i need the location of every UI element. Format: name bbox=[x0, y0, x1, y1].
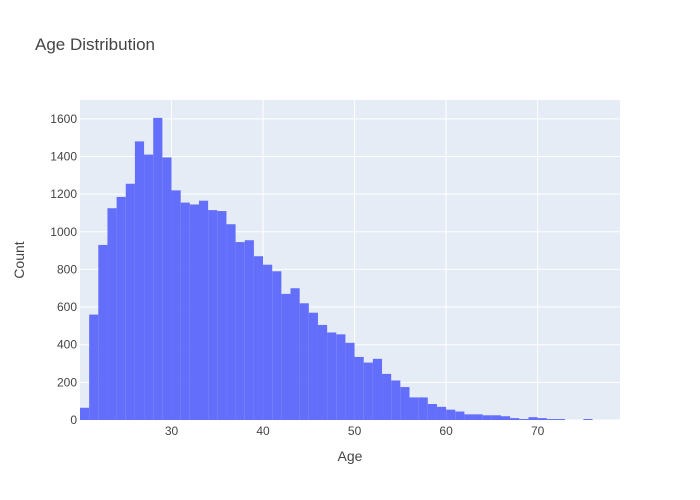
histogram-bar[interactable] bbox=[263, 264, 273, 420]
histogram-bar[interactable] bbox=[134, 141, 145, 421]
x-axis-title: Age bbox=[338, 448, 363, 464]
histogram-bar[interactable] bbox=[491, 415, 502, 420]
x-axis-ticks: 30 40 50 60 70 bbox=[165, 424, 545, 438]
histogram-bar[interactable] bbox=[299, 303, 309, 420]
y-tick-label: 1400 bbox=[50, 149, 77, 163]
histogram-bar[interactable] bbox=[528, 417, 538, 420]
histogram-bar[interactable] bbox=[409, 397, 419, 420]
histogram-bar[interactable] bbox=[162, 157, 172, 421]
y-tick-label: 400 bbox=[57, 338, 77, 352]
histogram-bar[interactable] bbox=[107, 208, 117, 420]
histogram-bar[interactable] bbox=[226, 224, 236, 420]
histogram-bar[interactable] bbox=[455, 411, 465, 420]
y-tick-label: 800 bbox=[57, 262, 77, 276]
histogram-bar[interactable] bbox=[427, 404, 437, 420]
y-axis-title: Count bbox=[11, 241, 27, 278]
histogram-bar[interactable] bbox=[208, 210, 218, 420]
histogram-bar[interactable] bbox=[235, 242, 245, 420]
histogram-bar[interactable] bbox=[510, 418, 520, 420]
histogram-bar[interactable] bbox=[153, 117, 163, 420]
histogram-bar[interactable] bbox=[125, 183, 135, 420]
histogram-bar[interactable] bbox=[482, 415, 492, 420]
histogram-bar[interactable] bbox=[546, 419, 556, 420]
histogram-bar[interactable] bbox=[281, 293, 291, 420]
x-tick-label: 50 bbox=[348, 424, 362, 438]
histogram-bar[interactable] bbox=[290, 288, 300, 420]
y-tick-label: 1000 bbox=[50, 225, 77, 239]
histogram-bar[interactable] bbox=[98, 244, 108, 420]
x-tick-label: 30 bbox=[165, 424, 179, 438]
histogram-bar[interactable] bbox=[244, 240, 254, 420]
histogram-bar[interactable] bbox=[519, 419, 529, 420]
histogram-bar[interactable] bbox=[382, 373, 392, 420]
y-tick-label: 0 bbox=[70, 413, 77, 427]
y-tick-label: 1600 bbox=[50, 112, 77, 126]
x-tick-label: 60 bbox=[439, 424, 453, 438]
histogram-bar[interactable] bbox=[446, 409, 456, 420]
histogram-bar[interactable] bbox=[272, 271, 282, 420]
histogram-bar[interactable] bbox=[400, 387, 410, 420]
histogram-bar[interactable] bbox=[345, 342, 355, 420]
x-tick-label: 70 bbox=[531, 424, 545, 438]
histogram-bar[interactable] bbox=[436, 406, 447, 420]
histogram-bar[interactable] bbox=[501, 416, 511, 420]
histogram-bar[interactable] bbox=[198, 200, 209, 420]
histogram-bar[interactable] bbox=[354, 356, 364, 420]
histogram-bar[interactable] bbox=[464, 414, 474, 420]
histogram-bar[interactable] bbox=[327, 332, 337, 420]
histogram-bar[interactable] bbox=[253, 256, 264, 420]
chart-title: Age Distribution bbox=[35, 35, 155, 54]
histogram-bar[interactable] bbox=[144, 154, 154, 420]
histogram-bar[interactable] bbox=[473, 414, 483, 420]
histogram-bar[interactable] bbox=[372, 358, 383, 420]
histogram-bar[interactable] bbox=[537, 418, 547, 420]
histogram-bar[interactable] bbox=[217, 211, 227, 420]
histogram-bar[interactable] bbox=[180, 202, 190, 420]
histogram-bar[interactable] bbox=[89, 314, 99, 420]
histogram-bar[interactable] bbox=[583, 419, 593, 420]
histogram-bar[interactable] bbox=[171, 190, 181, 420]
bars bbox=[80, 117, 593, 421]
histogram-bar[interactable] bbox=[80, 407, 90, 420]
y-tick-label: 1200 bbox=[50, 187, 77, 201]
histogram-bar[interactable] bbox=[189, 204, 199, 420]
histogram-bar[interactable] bbox=[555, 419, 566, 420]
histogram-bar[interactable] bbox=[391, 380, 401, 420]
histogram-bar[interactable] bbox=[418, 397, 428, 420]
histogram-bar[interactable] bbox=[308, 312, 318, 420]
y-tick-label: 200 bbox=[57, 375, 77, 389]
x-tick-label: 40 bbox=[256, 424, 270, 438]
histogram-bar[interactable] bbox=[363, 362, 373, 420]
y-axis-ticks: 0 200 400 600 800 1000 1200 1400 1600 bbox=[50, 112, 77, 427]
histogram-bar[interactable] bbox=[116, 196, 126, 420]
y-tick-label: 600 bbox=[57, 300, 77, 314]
histogram-bar[interactable] bbox=[336, 334, 346, 420]
histogram-bar[interactable] bbox=[317, 324, 328, 420]
